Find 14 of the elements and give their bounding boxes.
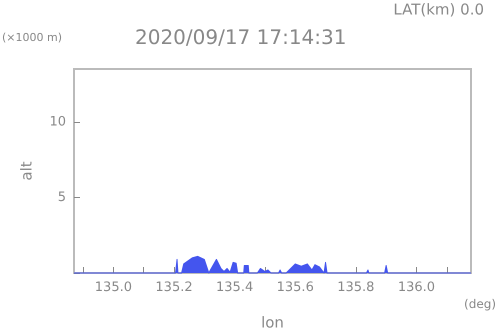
x-axis-title: lon — [261, 314, 284, 332]
y-axis-title: alt — [18, 161, 36, 181]
y-tick-label: 10 — [49, 114, 66, 130]
x-tick-label: 135.4 — [216, 280, 254, 295]
x-tick-label: 135.6 — [276, 280, 314, 295]
x-tick-label: 135.8 — [337, 280, 374, 295]
y-tick-label: 5 — [58, 190, 66, 205]
text: (deg) — [464, 297, 496, 311]
x-tick-label: 135.2 — [155, 280, 193, 295]
text: (×1000 m) — [2, 31, 62, 44]
chart-title: 2020/09/17 17:14:31 — [135, 25, 346, 49]
x-tick-label: 136.0 — [398, 280, 436, 295]
x-tick-label: 135.0 — [94, 280, 132, 295]
chart-subtitle: LAT(km) 0.0 — [393, 0, 484, 18]
